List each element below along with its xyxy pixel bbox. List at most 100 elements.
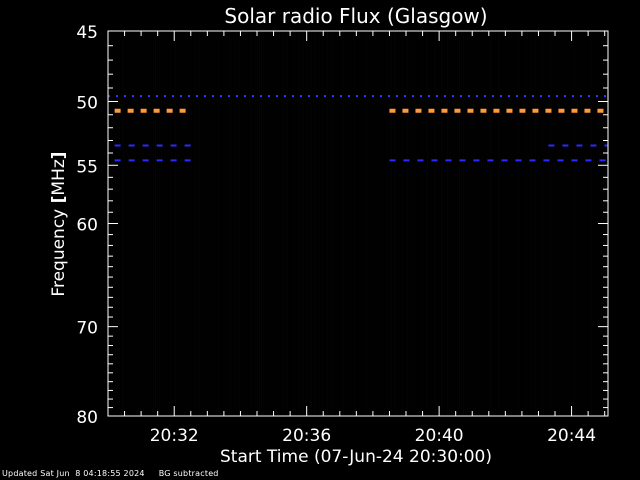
noise-column [361,32,362,415]
noise-column [559,32,560,415]
noise-column [553,32,554,415]
noise-column [121,32,122,415]
noise-column [429,32,430,415]
y-axis-label-text: Frequency [49,203,69,296]
noise-column [453,32,454,415]
noise-column [291,32,292,415]
noise-column [153,32,154,415]
y-tick-label: 55 [76,157,98,177]
noise-column [581,32,582,415]
noise-column [187,32,188,415]
noise-column [149,32,150,415]
noise-column [499,32,500,415]
noise-column [405,32,406,415]
noise-column [381,32,382,415]
noise-column [167,32,168,415]
noise-column [389,32,390,415]
noise-column [391,32,392,415]
noise-column [369,32,370,415]
noise-column [545,32,546,415]
noise-column [333,32,334,415]
y-axis-unit: MHz [49,159,69,195]
noise-column [321,32,322,415]
noise-column [269,32,270,415]
noise-column [459,32,460,415]
noise-column [437,32,438,415]
noise-column [137,32,138,415]
x-tick-label: 20:36 [282,426,331,446]
noise-column [341,32,342,415]
noise-column [237,32,238,415]
noise-column [359,32,360,415]
noise-column [211,32,212,415]
noise-column [363,32,364,415]
noise-column [547,32,548,415]
noise-column [477,32,478,415]
noise-column [483,32,484,415]
noise-column [533,32,534,415]
noise-column [325,32,326,415]
footer: Updated Sat Jun 8 04:18:55 2024 BG subtra… [2,469,233,478]
noise-column [465,32,466,415]
noise-column [219,32,220,415]
noise-column [175,32,176,415]
noise-column [223,32,224,415]
noise-column [297,32,298,415]
noise-column [539,32,540,415]
noise-column [133,32,134,415]
chart-title: Solar radio Flux (Glasgow) [224,4,487,28]
noise-column [323,32,324,415]
noise-column [543,32,544,415]
noise-column [507,32,508,415]
noise-column [141,32,142,415]
noise-column [127,32,128,415]
noise-column [161,32,162,415]
noise-column [583,32,584,415]
noise-column [379,32,380,415]
noise-column [345,32,346,415]
noise-column [195,32,196,415]
x-tick-label: 20:44 [547,426,596,446]
noise-column [207,32,208,415]
noise-column [189,32,190,415]
noise-column [353,32,354,415]
noise-column [301,32,302,415]
noise-column [235,32,236,415]
noise-column [299,32,300,415]
noise-column [577,32,578,415]
noise-column [347,32,348,415]
noise-column [461,32,462,415]
noise-column [471,32,472,415]
noise-column [169,32,170,415]
noise-column [171,32,172,415]
noise-column [139,32,140,415]
noise-column [435,32,436,415]
noise-column [337,32,338,415]
noise-column [173,32,174,415]
noise-column [129,32,130,415]
noise-column [217,32,218,415]
noise-column [431,32,432,415]
background-noise [109,32,608,415]
y-axis-bracket-close: ] [49,151,69,159]
noise-column [327,32,328,415]
noise-column [451,32,452,415]
noise-column [313,32,314,415]
noise-column [445,32,446,415]
noise-column [419,32,420,415]
noise-column [443,32,444,415]
noise-column [151,32,152,415]
noise-column [125,32,126,415]
noise-column [135,32,136,415]
noise-column [567,32,568,415]
noise-column [177,32,178,415]
noise-column [529,32,530,415]
noise-column [479,32,480,415]
noise-column [549,32,550,415]
noise-column [193,32,194,415]
noise-column [355,32,356,415]
noise-column [243,32,244,415]
noise-column [393,32,394,415]
noise-column [145,32,146,415]
y-tick-label: 60 [76,216,98,236]
